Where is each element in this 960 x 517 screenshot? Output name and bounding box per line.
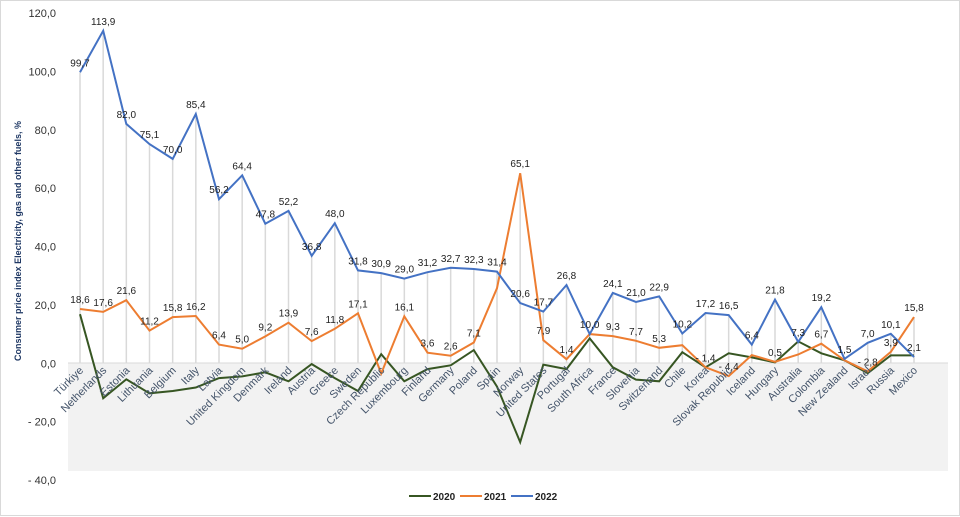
data-label-2021: 2,6 — [444, 342, 458, 353]
data-label-2021: 1,4 — [560, 345, 574, 356]
data-label-2022: 1,5 — [838, 345, 852, 356]
data-label-2022: 22,9 — [649, 282, 669, 293]
data-label-2021: 3,6 — [421, 339, 435, 350]
data-label-2022: 64,4 — [232, 161, 252, 172]
series-lines — [79, 28, 915, 446]
y-tick-label: 60,0 — [35, 183, 56, 195]
y-axis: 120,0 100,0 80,0 60,0 40,0 20,0 0,0 - 20,0 - 40,… — [28, 8, 56, 487]
data-label-2021: 18,6 — [70, 295, 90, 306]
data-label-2022: 56,2 — [209, 185, 229, 196]
data-label-2022: 47,8 — [256, 210, 276, 221]
data-label-2021: 21,6 — [117, 286, 137, 297]
negative-region-background — [68, 363, 948, 471]
legend-label-2020: 2020 — [433, 492, 456, 503]
data-label-2022: 31,4 — [487, 258, 507, 269]
y-tick-label: 80,0 — [35, 125, 56, 137]
data-label-2022: 82,0 — [117, 110, 137, 121]
data-label-2022: 32,7 — [441, 254, 461, 265]
data-label-2021: 16,1 — [395, 302, 415, 313]
data-label-2021: 7,7 — [629, 327, 643, 338]
data-label-2021: 16,2 — [186, 302, 206, 313]
data-label-2021: 17,1 — [348, 299, 368, 310]
data-label-2021: 3,9 — [884, 338, 898, 349]
data-label-2022: 6,4 — [745, 331, 759, 342]
data-label-2021: - 1,4 — [695, 353, 715, 364]
data-label-2022: 29,0 — [395, 265, 415, 276]
data-label-2022: 17,7 — [534, 298, 554, 309]
data-label-2021: 13,9 — [279, 309, 299, 320]
data-label-2021: 7,6 — [305, 327, 319, 338]
data-label-2022: 36,8 — [302, 242, 322, 253]
y-tick-label: 100,0 — [28, 66, 56, 78]
data-label-2022: 24,1 — [603, 279, 623, 290]
y-tick-label: - 20,0 — [28, 417, 56, 429]
data-label-2021: 9,2 — [258, 322, 272, 333]
y-tick-label: 20,0 — [35, 300, 56, 312]
data-label-2022: 7,3 — [791, 328, 805, 339]
data-label-2021: 6,7 — [814, 330, 828, 341]
data-label-2021: 11,2 — [140, 317, 159, 328]
data-label-2021: 7,9 — [536, 326, 550, 337]
data-label-2021: 65,1 — [510, 159, 530, 170]
series-line-2022 — [79, 28, 915, 361]
drop-lines — [79, 30, 915, 364]
series-line-2021 — [79, 173, 915, 378]
data-label-2022: 99,7 — [70, 58, 90, 69]
data-label-2022: 21,0 — [626, 288, 646, 299]
data-label-2021: 15,8 — [163, 303, 183, 314]
y-tick-label: 40,0 — [35, 242, 56, 254]
data-label-2021: 15,8 — [904, 303, 924, 314]
data-label-2022: 31,8 — [348, 256, 368, 267]
data-label-2021: - 4,4 — [719, 362, 739, 373]
data-label-2022: 32,3 — [464, 255, 484, 266]
data-label-2021: 6,4 — [212, 331, 226, 342]
data-label-2022: 21,8 — [765, 286, 785, 297]
y-tick-label: - 40,0 — [28, 475, 56, 487]
data-label-2021: 5,3 — [652, 334, 666, 345]
data-label-2022: 2,1 — [907, 343, 921, 354]
data-label-2022: 113,9 — [91, 17, 116, 28]
data-label-2022: 7,0 — [861, 329, 875, 340]
data-label-2021: 9,3 — [606, 322, 620, 333]
data-label-2022: 26,8 — [557, 271, 577, 282]
legend-label-2021: 2021 — [484, 492, 507, 503]
data-label-2022: 17,2 — [696, 299, 716, 310]
data-label-2022: 20,6 — [510, 289, 530, 300]
data-label-2022: 48,0 — [325, 209, 345, 220]
data-label-2021: 5,0 — [235, 335, 249, 346]
y-tick-label: 120,0 — [28, 8, 56, 20]
data-label-2022: 10,0 — [580, 320, 600, 331]
data-label-2021: 17,6 — [93, 298, 113, 309]
data-label-2022: 30,9 — [371, 259, 391, 270]
data-labels: 18,6 17,621,611,215,8 16,26,4 5,09,213,97,6… — [70, 17, 924, 373]
legend-label-2022: 2022 — [535, 492, 558, 503]
data-label-2022: 85,4 — [186, 100, 206, 111]
y-tick-label: 0,0 — [41, 358, 56, 370]
data-label-2022: 31,2 — [418, 258, 438, 269]
data-label-2022: 19,2 — [812, 293, 832, 304]
data-label-2021: 7,1 — [467, 329, 481, 340]
data-label-2021: - 2,8 — [858, 357, 878, 368]
legend: 2020 2021 2022 — [409, 492, 558, 503]
data-label-2021: 11,8 — [325, 315, 344, 326]
data-label-2022: 52,2 — [279, 197, 299, 208]
y-axis-title: Consumer price index Electricity, gas an… — [13, 121, 23, 361]
data-label-2022: 10,1 — [881, 320, 901, 331]
data-label-2022: 75,1 — [140, 130, 160, 141]
data-label-2022: 70,0 — [163, 145, 183, 156]
data-label-2022: 10,2 — [673, 319, 693, 330]
data-label-2021: 0,5 — [768, 348, 782, 359]
data-label-2022: 16,5 — [719, 301, 739, 312]
